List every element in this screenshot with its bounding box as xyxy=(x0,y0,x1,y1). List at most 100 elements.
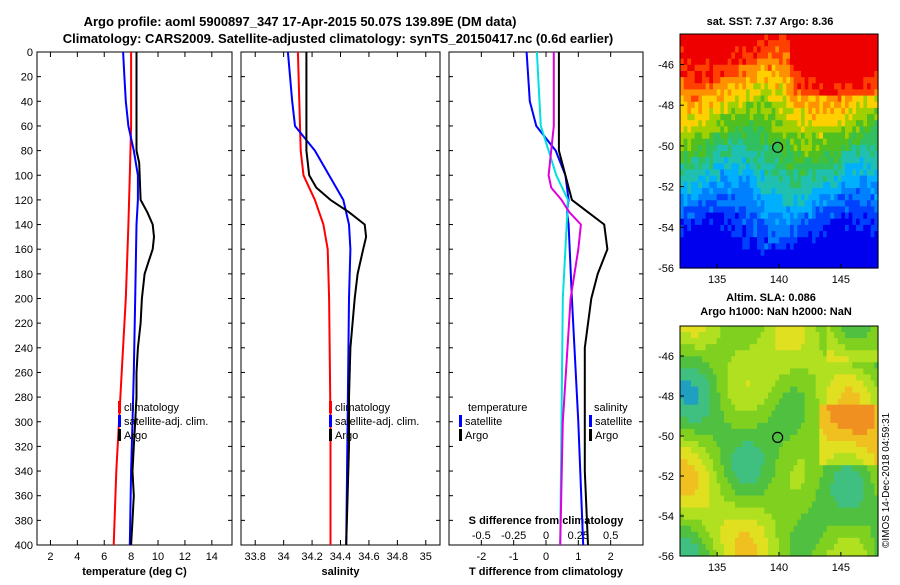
sla-map-cell xyxy=(874,404,879,412)
sla-map-cell xyxy=(815,392,820,400)
sst-map-cell xyxy=(863,120,868,127)
difference-s-tick-label-2: 0 xyxy=(543,530,549,542)
sst-map-cell xyxy=(702,101,707,109)
sla-map-cell xyxy=(808,483,813,491)
sla-map-cell xyxy=(826,416,831,424)
sst-map-cell xyxy=(738,151,743,158)
sla-map-cell xyxy=(757,326,762,333)
sst-map-cell xyxy=(815,58,820,66)
sst-map-cell xyxy=(775,163,780,171)
sla-map-cell xyxy=(801,380,806,388)
sla-map-cell xyxy=(845,447,850,454)
sst-map-cell xyxy=(808,52,813,60)
sla-map-cell xyxy=(716,410,721,418)
sst-map-cell xyxy=(702,212,707,220)
sla-map-cell xyxy=(804,489,809,497)
sla-map-cell xyxy=(808,386,813,394)
sla-map-cell xyxy=(801,477,806,484)
sla-map-cell xyxy=(834,368,839,376)
sla-map-cell xyxy=(826,537,831,545)
sla-map-cell xyxy=(683,416,688,424)
sla-map-cell xyxy=(797,332,802,339)
sla-map-cell xyxy=(702,368,707,376)
sla-map-cell xyxy=(837,326,842,333)
sst-map-cell xyxy=(683,249,688,257)
sla-map-cell xyxy=(801,483,806,491)
sla-map-cell xyxy=(867,410,872,418)
sla-map-cell xyxy=(852,416,857,424)
sla-map-cell xyxy=(720,326,725,333)
sla-map-cell xyxy=(812,326,817,333)
sla-map-cell xyxy=(841,465,846,472)
sst-map-cell xyxy=(691,95,696,103)
sla-map-cell xyxy=(753,459,758,466)
sla-map-cell xyxy=(823,477,828,484)
sla-map-cell xyxy=(874,344,879,351)
sst-map-cell xyxy=(823,126,828,134)
sst-map-cell xyxy=(757,151,762,158)
sla-map-cell xyxy=(705,471,710,478)
sst-map-cell xyxy=(830,151,835,158)
sla-map-cell xyxy=(852,507,857,515)
sla-map-cell xyxy=(698,428,703,436)
sla-map-cell xyxy=(724,398,729,406)
sla-map-cell xyxy=(808,428,813,436)
sst-map-cell xyxy=(749,200,754,208)
sst-map-cell xyxy=(698,58,703,66)
sla-map-cell xyxy=(859,404,864,412)
sla-map-cell xyxy=(870,501,875,509)
sst-map-cell xyxy=(764,70,769,78)
sla-map-cell xyxy=(680,453,685,460)
sst-map-cell xyxy=(746,218,751,226)
sst-map-cell xyxy=(720,218,725,226)
sst-map-cell xyxy=(848,46,853,54)
sla-map-cell xyxy=(705,447,710,454)
sst-map-cell xyxy=(771,157,776,164)
sla-map-cell xyxy=(713,537,718,545)
sla-map-cell xyxy=(716,422,721,430)
sst-map-cell xyxy=(845,52,850,60)
sst-map-cell xyxy=(826,175,831,183)
sst-map-cell xyxy=(859,261,864,269)
sla-map-cell xyxy=(808,434,813,442)
sla-map-cell xyxy=(790,326,795,333)
depth-tick-label-3: 60 xyxy=(21,121,33,133)
sla-map-cell xyxy=(790,549,795,557)
sla-map-cell xyxy=(768,326,773,333)
sla-map-cell xyxy=(724,519,729,527)
sst-map-cell xyxy=(771,120,776,127)
sla-map-cell xyxy=(720,537,725,545)
sla-map-cell xyxy=(793,453,798,460)
sla-map-cell xyxy=(852,525,857,533)
sst-map-cell xyxy=(845,107,850,115)
difference-legend-right-satellite-swatch xyxy=(589,415,592,427)
sla-map-cell xyxy=(720,356,725,363)
sst-map-cell xyxy=(749,107,754,115)
sla-map-cell xyxy=(779,392,784,400)
sst-map-cell xyxy=(760,126,765,134)
sla-map-cell xyxy=(808,338,813,345)
sla-map-cell xyxy=(808,507,813,515)
sla-map-cell xyxy=(797,356,802,363)
sla-map-cell xyxy=(720,507,725,515)
sla-map-cell xyxy=(852,368,857,376)
sst-map-cell xyxy=(834,132,839,140)
sst-map-cell xyxy=(779,138,784,146)
sst-map-cell xyxy=(793,107,798,115)
sla-map-cell xyxy=(760,489,765,497)
sst-map-cell xyxy=(731,218,736,226)
sst-map-cell xyxy=(815,70,820,78)
depth-tick-label-12: 240 xyxy=(15,343,33,355)
sla-map-cell xyxy=(705,362,710,369)
sst-map-cell xyxy=(746,163,751,171)
sla-map-cell xyxy=(779,356,784,363)
sla-map-cell xyxy=(727,368,732,376)
sla-map-cell xyxy=(804,519,809,527)
sst-map-cell xyxy=(771,231,776,238)
sla-map-cell xyxy=(874,495,879,503)
sst-map-cell xyxy=(804,175,809,183)
sla-map-cell xyxy=(713,338,718,345)
sst-map-cell xyxy=(749,224,754,232)
sst-map-cell xyxy=(742,114,747,121)
sla-map-cell xyxy=(713,416,718,424)
